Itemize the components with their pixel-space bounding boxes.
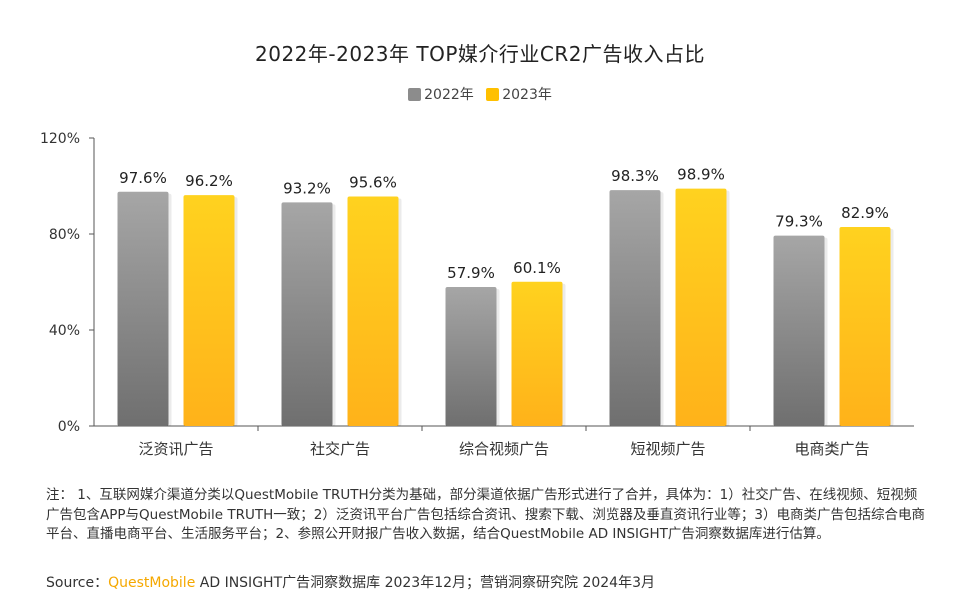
bar-2022 (609, 190, 661, 426)
bar-2023 (347, 196, 399, 426)
data-label: 82.9% (841, 204, 889, 222)
data-label: 79.3% (775, 213, 823, 231)
bar-2022 (445, 287, 497, 426)
data-label: 98.3% (611, 167, 659, 185)
bar-2023 (839, 227, 891, 426)
y-tick-label: 80% (49, 227, 80, 243)
bar-2022 (281, 202, 333, 426)
y-tick-label: 40% (49, 323, 80, 339)
data-label: 97.6% (119, 169, 167, 187)
data-label: 98.9% (677, 166, 725, 184)
chart-legend: 2022年 2023年 (0, 84, 960, 105)
source-line: Source：QuestMobile AD INSIGHT广告洞察数据库 202… (46, 572, 926, 592)
x-tick-label: 社交广告 (310, 440, 370, 458)
source-brand: QuestMobile (108, 575, 196, 591)
data-label: 95.6% (349, 174, 397, 192)
x-tick-label: 电商类广告 (794, 440, 869, 458)
data-label: 57.9% (447, 264, 495, 282)
bar-2023 (183, 195, 235, 426)
legend-label-2023: 2023年 (502, 87, 552, 103)
y-tick-label: 120% (40, 131, 80, 147)
data-label: 93.2% (283, 179, 331, 197)
x-tick-label: 综合视频广告 (459, 440, 549, 458)
bar-2023 (675, 188, 727, 426)
legend-item-2023: 2023年 (486, 84, 552, 104)
source-rest: AD INSIGHT广告洞察数据库 2023年12月；营销洞察研究院 2024年… (195, 575, 655, 591)
bar-2022 (117, 191, 169, 426)
legend-swatch-2022 (408, 87, 422, 101)
x-tick-label: 泛资讯广告 (138, 440, 213, 458)
source-prefix: Source： (46, 575, 109, 591)
chart-title: 2022年-2023年 TOP媒介行业CR2广告收入占比 (255, 42, 705, 66)
data-label: 60.1% (513, 259, 561, 277)
bar-2022 (773, 235, 825, 426)
footnote: 注： 1、互联网媒介渠道分类以QuestMobile TRUTH分类为基础，部分… (46, 487, 925, 542)
legend-swatch-2023 (486, 87, 500, 101)
y-tick-label: 0% (58, 419, 80, 435)
bar-chart: 0% 40% 80% 120% 97.6% 96.2% 泛资讯广告 93.2% 95.6% 社交广… (40, 131, 914, 458)
data-label: 96.2% (185, 172, 233, 190)
bar-2023 (511, 281, 563, 426)
legend-label-2022: 2022年 (424, 87, 474, 103)
legend-item-2022: 2022年 (408, 84, 474, 104)
x-tick-label: 短视频广告 (630, 440, 705, 458)
